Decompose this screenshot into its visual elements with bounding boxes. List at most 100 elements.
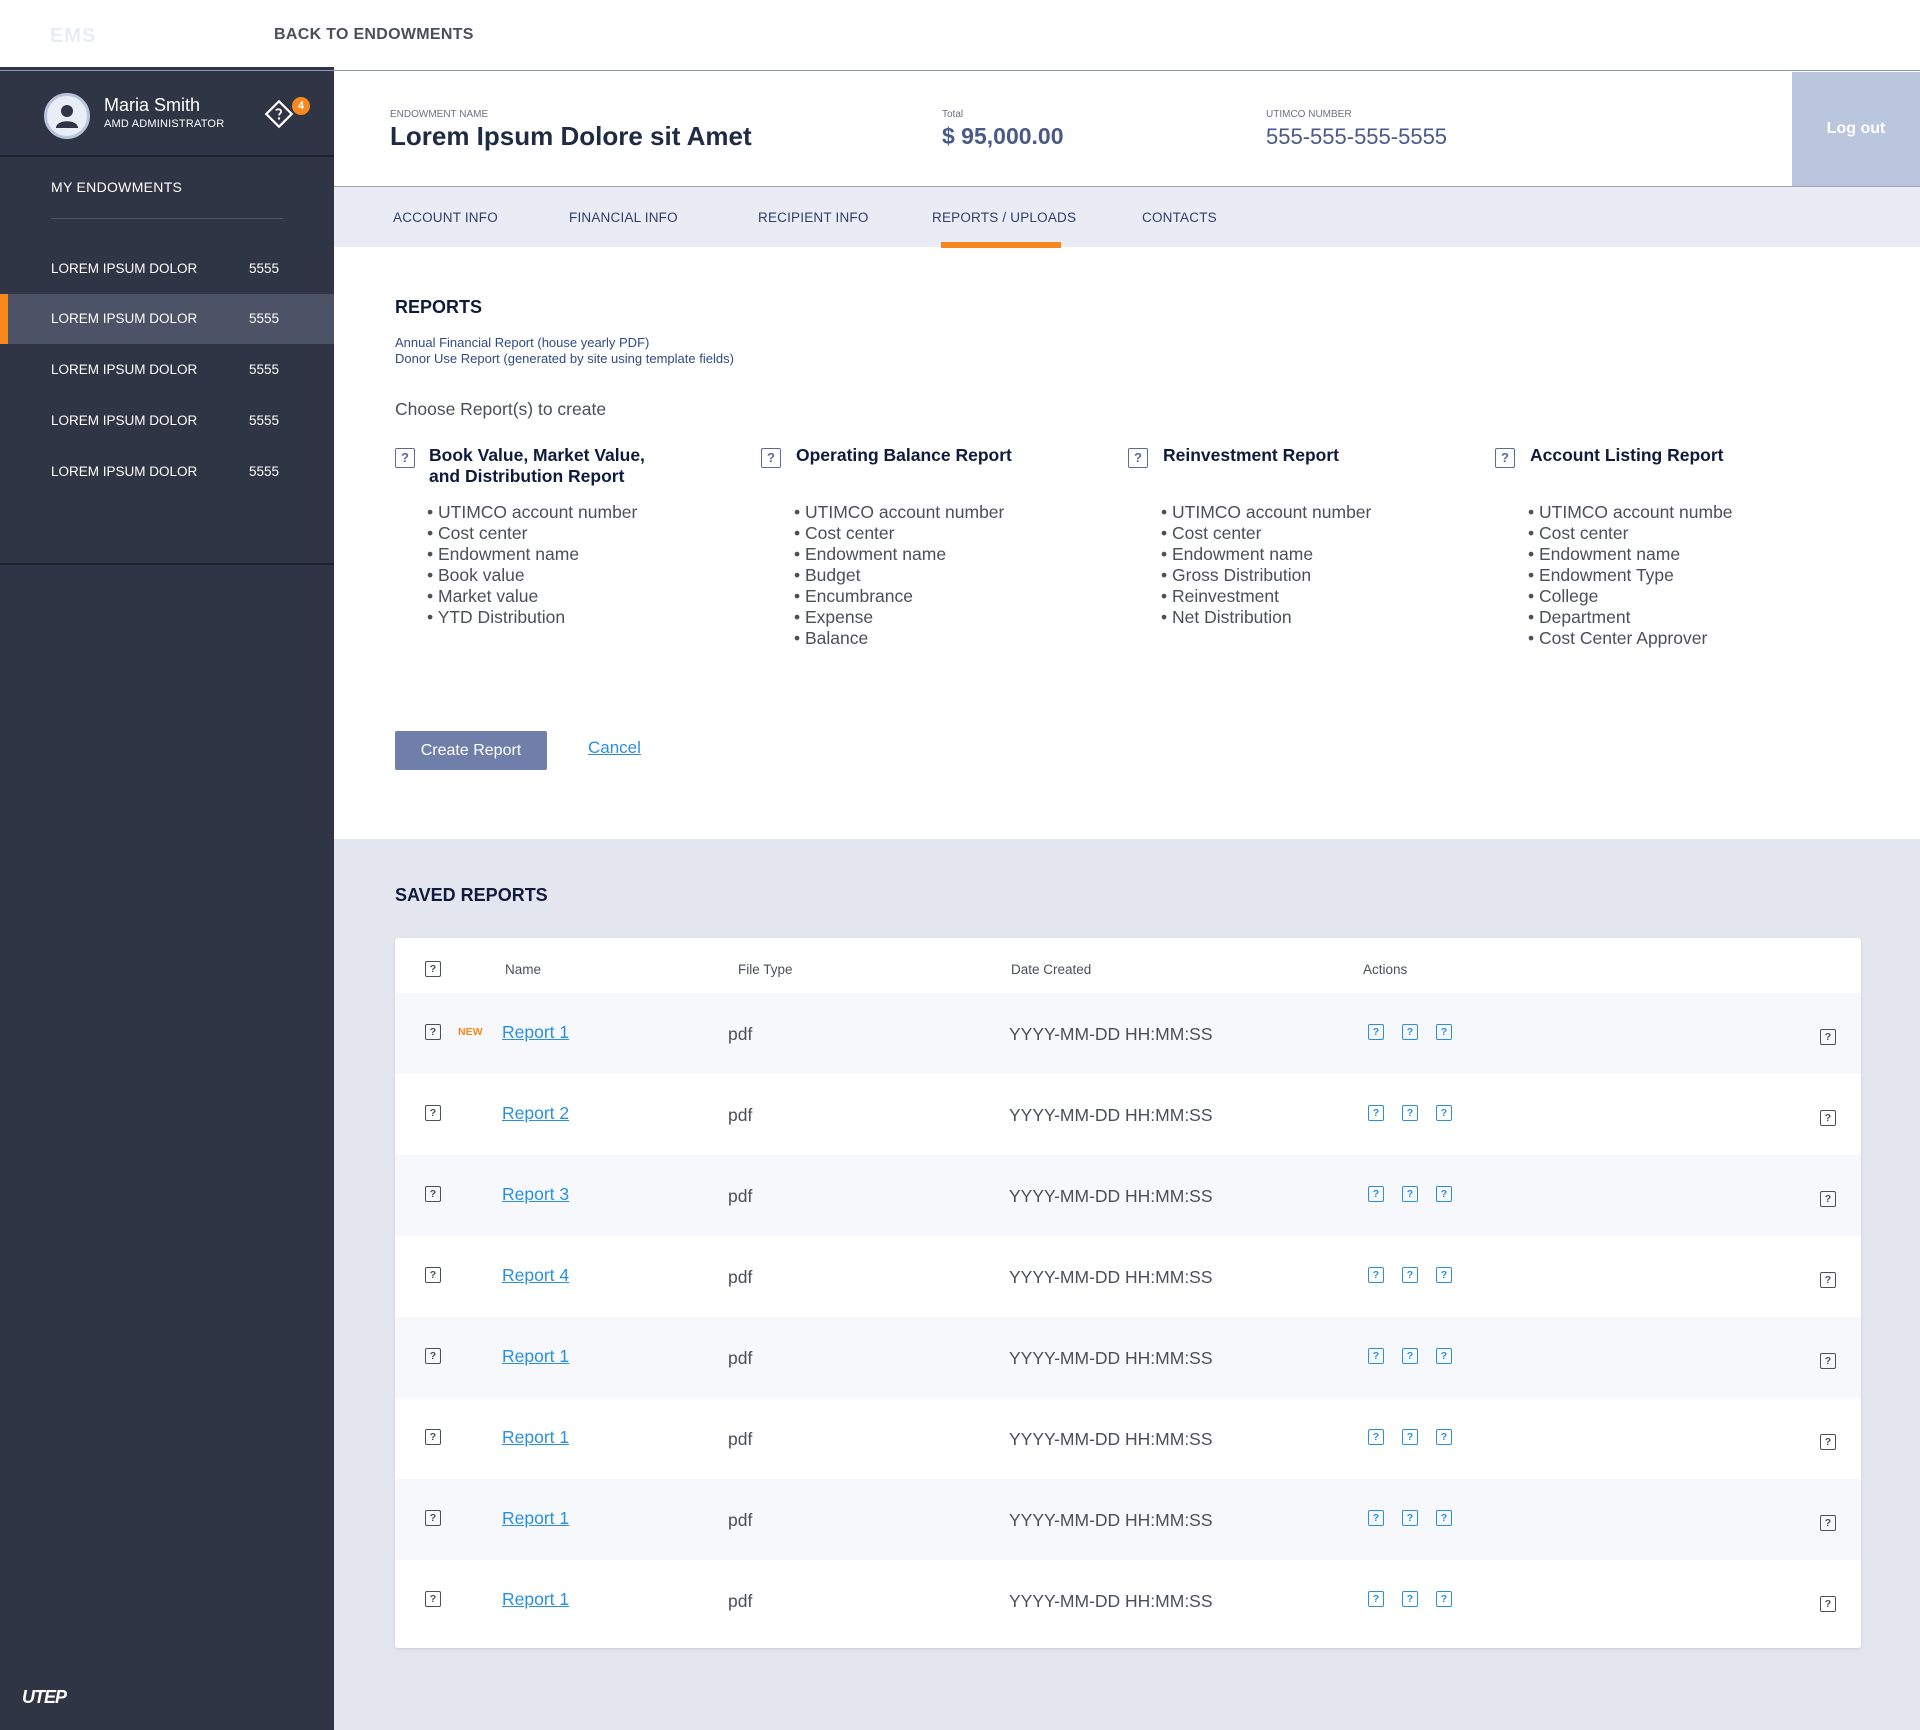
row-select-icon[interactable]: ?	[425, 1429, 441, 1445]
report-link[interactable]: Report 1	[502, 1508, 570, 1528]
action-icon[interactable]: ?	[1436, 1591, 1452, 1607]
report-select-icon[interactable]: ?	[761, 448, 781, 468]
report-link[interactable]: Report 3	[502, 1184, 570, 1204]
row-select-icon[interactable]: ?	[425, 1186, 441, 1202]
action-icon[interactable]: ?	[1402, 1267, 1418, 1283]
tab-recipient-info[interactable]: RECIPIENT INFO	[758, 210, 869, 225]
avatar[interactable]	[44, 93, 90, 139]
action-icon[interactable]: ?	[1436, 1348, 1452, 1364]
report-file-type: pdf	[728, 1348, 753, 1368]
sidebar-item-endowment-1[interactable]: LOREM IPSUM DOLOR 5555	[0, 244, 334, 294]
row-menu-icon[interactable]: ?	[1820, 1434, 1836, 1450]
report-date-created: YYYY-MM-DD HH:MM:SS	[1009, 1105, 1213, 1125]
action-icon[interactable]: ?	[1368, 1429, 1384, 1445]
action-icon[interactable]: ?	[1368, 1267, 1384, 1283]
column-header-file-type[interactable]: File Type	[738, 962, 793, 977]
list-item: Balance	[794, 628, 1004, 649]
report-date-created: YYYY-MM-DD HH:MM:SS	[1009, 1591, 1213, 1611]
action-icon[interactable]: ?	[1368, 1591, 1384, 1607]
endowment-name: Lorem Ipsum Dolore sit Amet	[390, 121, 752, 151]
report-select-icon[interactable]: ?	[1495, 448, 1515, 468]
action-icon[interactable]: ?	[1402, 1105, 1418, 1121]
list-item: Net Distribution	[1161, 607, 1371, 628]
sidebar-item-label: LOREM IPSUM DOLOR	[51, 413, 198, 428]
row-menu-icon[interactable]: ?	[1820, 1191, 1836, 1207]
tab-reports-uploads[interactable]: REPORTS / UPLOADS	[932, 210, 1077, 225]
notification-diamond-icon[interactable]	[264, 99, 294, 129]
action-icon[interactable]: ?	[1436, 1105, 1452, 1121]
row-menu-icon[interactable]: ?	[1820, 1272, 1836, 1288]
action-icon[interactable]: ?	[1402, 1024, 1418, 1040]
row-select-icon[interactable]: ?	[425, 1510, 441, 1526]
list-item: Endowment name	[427, 544, 637, 565]
create-report-button[interactable]: Create Report	[395, 731, 547, 770]
report-select-icon[interactable]: ?	[395, 448, 415, 468]
action-icon[interactable]: ?	[1368, 1024, 1384, 1040]
action-icon[interactable]: ?	[1436, 1186, 1452, 1202]
list-item: UTIMCO account number	[794, 502, 1004, 523]
report-date-created: YYYY-MM-DD HH:MM:SS	[1009, 1267, 1213, 1287]
report-title-line: Operating Balance Report	[796, 445, 1012, 465]
table-row: ? Report 3 pdf YYYY-MM-DD HH:MM:SS ? ? ?…	[395, 1155, 1861, 1236]
sidebar-item-label: LOREM IPSUM DOLOR	[51, 362, 198, 377]
row-select-icon[interactable]: ?	[425, 1591, 441, 1607]
action-icon[interactable]: ?	[1436, 1510, 1452, 1526]
action-icon[interactable]: ?	[1368, 1510, 1384, 1526]
report-link[interactable]: Report 4	[502, 1265, 570, 1285]
action-icon[interactable]: ?	[1402, 1591, 1418, 1607]
row-menu-icon[interactable]: ?	[1820, 1353, 1836, 1369]
row-select-icon[interactable]: ?	[425, 1105, 441, 1121]
report-link[interactable]: Report 1	[502, 1589, 570, 1609]
sidebar-item-endowment-3[interactable]: LOREM IPSUM DOLOR 5555	[0, 345, 334, 395]
row-select-icon[interactable]: ?	[425, 1267, 441, 1283]
report-date-created: YYYY-MM-DD HH:MM:SS	[1009, 1186, 1213, 1206]
tab-bar: ACCOUNT INFO FINANCIAL INFO RECIPIENT IN…	[334, 187, 1920, 247]
tab-contacts[interactable]: CONTACTS	[1142, 210, 1217, 225]
utimco-number-value: 555-555-555-5555	[1266, 124, 1448, 149]
action-icon[interactable]: ?	[1402, 1429, 1418, 1445]
sidebar-item-endowment-2[interactable]: LOREM IPSUM DOLOR 5555	[0, 294, 334, 344]
logout-button[interactable]: Log out	[1792, 72, 1920, 186]
utep-logo: UTEP	[22, 1687, 67, 1707]
list-item: Endowment name	[794, 544, 1004, 565]
list-item: YTD Distribution	[427, 607, 637, 628]
report-select-icon[interactable]: ?	[1128, 448, 1148, 468]
report-field-list: UTIMCO account number Cost center Endowm…	[794, 502, 1004, 649]
report-file-type: pdf	[728, 1024, 753, 1044]
row-menu-icon[interactable]: ?	[1820, 1515, 1836, 1531]
active-tab-indicator	[941, 242, 1061, 248]
sidebar-item-label: LOREM IPSUM DOLOR	[51, 464, 198, 479]
action-icon[interactable]: ?	[1436, 1267, 1452, 1283]
report-link[interactable]: Report 1	[502, 1427, 570, 1447]
sidebar-item-endowment-4[interactable]: LOREM IPSUM DOLOR 5555	[0, 396, 334, 446]
row-select-icon[interactable]: ?	[425, 1348, 441, 1364]
row-menu-icon[interactable]: ?	[1820, 1110, 1836, 1126]
tab-financial-info[interactable]: FINANCIAL INFO	[569, 210, 678, 225]
action-icon[interactable]: ?	[1402, 1186, 1418, 1202]
row-menu-icon[interactable]: ?	[1820, 1596, 1836, 1612]
column-header-name[interactable]: Name	[505, 962, 542, 977]
sidebar-item-endowment-5[interactable]: LOREM IPSUM DOLOR 5555	[0, 447, 334, 497]
report-link[interactable]: Report 2	[502, 1103, 570, 1123]
action-icon[interactable]: ?	[1436, 1024, 1452, 1040]
action-icon[interactable]: ?	[1402, 1510, 1418, 1526]
report-title-line: Reinvestment Report	[1163, 445, 1340, 465]
cancel-button[interactable]: Cancel	[588, 738, 641, 757]
list-item: Cost center	[427, 523, 637, 544]
back-to-endowments-link[interactable]: BACK TO ENDOWMENTS	[274, 26, 474, 43]
row-select-icon[interactable]: ?	[425, 1024, 441, 1040]
tab-account-info[interactable]: ACCOUNT INFO	[393, 210, 498, 225]
action-icon[interactable]: ?	[1402, 1348, 1418, 1364]
action-icon[interactable]: ?	[1436, 1429, 1452, 1445]
my-endowments-title: MY ENDOWMENTS	[51, 179, 183, 195]
row-menu-icon[interactable]: ?	[1820, 1029, 1836, 1045]
action-icon[interactable]: ?	[1368, 1348, 1384, 1364]
report-link[interactable]: Report 1	[502, 1022, 570, 1042]
action-icon[interactable]: ?	[1368, 1105, 1384, 1121]
sidebar-divider	[0, 563, 334, 565]
action-icon[interactable]: ?	[1368, 1186, 1384, 1202]
report-link[interactable]: Report 1	[502, 1346, 570, 1366]
report-title-book-value: Book Value, Market Value, and Distributi…	[429, 445, 645, 487]
column-header-date-created[interactable]: Date Created	[1011, 962, 1092, 977]
select-all-icon[interactable]: ?	[425, 961, 441, 977]
